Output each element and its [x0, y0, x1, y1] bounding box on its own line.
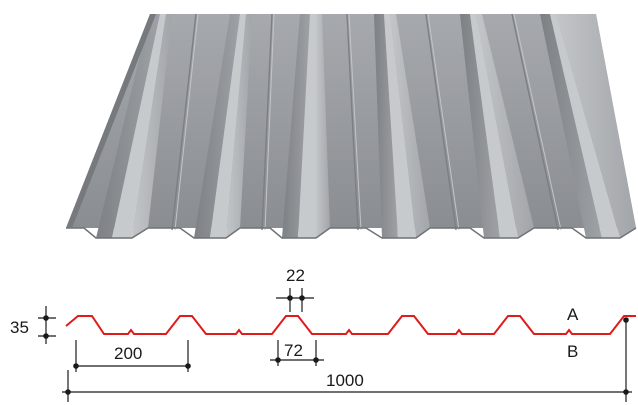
dim-top-width-label: 22 — [286, 266, 305, 285]
profile-line — [65, 315, 636, 335]
sheet-ribs — [96, 14, 636, 238]
sheet-grooves — [171, 13, 559, 231]
dim-total-width: 1000 — [62, 317, 632, 402]
sheet-highlights — [174, 13, 562, 231]
dim-bottom-width: 72 — [270, 340, 324, 366]
dim-total-width-label: 1000 — [326, 371, 364, 390]
dim-pitch: 200 — [73, 340, 191, 372]
sheet-3d-view — [66, 13, 637, 239]
sheet-left-edge — [66, 14, 156, 228]
side-a-label: A — [567, 305, 579, 324]
profile-section — [65, 315, 636, 335]
dim-top-width: 22 — [276, 266, 314, 312]
dim-height: 35 — [10, 306, 56, 344]
dim-height-label: 35 — [10, 318, 29, 337]
dim-pitch-label: 200 — [114, 344, 142, 363]
sheet-front-edge — [66, 227, 637, 239]
dim-bottom-width-label: 72 — [284, 341, 303, 360]
side-b-label: B — [567, 342, 578, 361]
